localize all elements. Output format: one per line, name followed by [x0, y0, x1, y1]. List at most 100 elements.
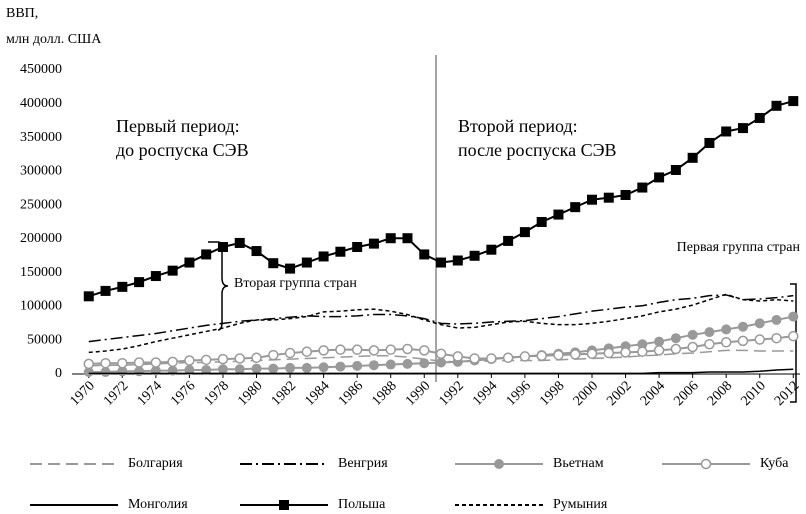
data-point: [419, 358, 430, 369]
y-tick-label: 450000: [20, 62, 62, 77]
y-axis-label: млн долл. США: [6, 32, 102, 47]
brace: [790, 283, 797, 403]
data-point: [737, 123, 748, 134]
data-point: [301, 362, 312, 373]
x-tick-label: 1994: [470, 378, 500, 408]
data-point: [721, 324, 732, 335]
x-tick-label: 1982: [269, 378, 299, 408]
y-tick-label: 50000: [27, 332, 62, 347]
y-axis-label: ВВП,: [6, 6, 38, 21]
data-point: [167, 356, 178, 368]
legend-marker: [279, 500, 289, 510]
data-point: [301, 346, 313, 357]
x-tick-label: 1976: [168, 378, 198, 408]
data-point: [754, 334, 765, 345]
y-tick-label: 100000: [20, 299, 62, 314]
data-point: [771, 100, 782, 111]
x-tick-label: 1980: [235, 378, 265, 408]
annotation: до роспуска СЭВ: [116, 140, 249, 160]
data-point: [704, 339, 715, 350]
data-point: [687, 341, 698, 353]
data-point: [217, 364, 228, 375]
data-point: [201, 364, 212, 375]
data-point: [436, 357, 447, 368]
data-point: [150, 357, 162, 368]
data-point: [234, 364, 245, 375]
data-point: [620, 189, 631, 200]
y-tick-label: 250000: [20, 197, 62, 212]
data-point: [352, 360, 363, 371]
data-point: [268, 258, 279, 269]
legend-label: Куба: [760, 456, 789, 471]
data-point: [83, 366, 94, 377]
data-point: [486, 244, 497, 255]
y-tick-label: 300000: [20, 164, 62, 179]
data-point: [653, 345, 665, 356]
data-point: [620, 347, 631, 358]
data-point: [603, 347, 615, 359]
data-point: [435, 348, 447, 359]
data-point: [402, 343, 413, 355]
x-tick-label: 1998: [537, 378, 567, 408]
data-point: [117, 357, 128, 369]
data-point: [452, 255, 463, 266]
x-tick-label: 2006: [671, 378, 701, 408]
legend-item: Куба: [662, 456, 789, 471]
y-tick-label: 200000: [20, 231, 62, 246]
data-point: [788, 311, 799, 322]
data-point: [368, 238, 379, 249]
data-point: [351, 344, 363, 355]
data-point: [83, 291, 94, 302]
y-tick-label: 0: [55, 366, 62, 381]
data-point: [184, 257, 195, 268]
legend-item: Вьетнам: [455, 456, 604, 471]
data-point: [788, 330, 799, 342]
x-tick-label: 2002: [604, 378, 634, 408]
data-point: [737, 321, 748, 332]
x-tick-label: 2010: [738, 378, 768, 408]
data-point: [553, 349, 564, 361]
data-point: [385, 359, 396, 370]
data-point: [368, 360, 379, 371]
annotation: Первая группа стран: [677, 240, 801, 255]
data-point: [285, 263, 296, 274]
data-point: [469, 250, 480, 261]
data-point: [251, 363, 262, 374]
data-point: [670, 343, 682, 355]
data-point: [436, 257, 447, 268]
data-point: [788, 96, 799, 107]
series-line: [88, 368, 794, 375]
x-tick-label: 1970: [67, 378, 97, 408]
data-point: [83, 358, 95, 370]
data-point: [754, 112, 765, 123]
legend-label: Монголия: [128, 497, 188, 512]
legend-item: Болгария: [30, 456, 183, 471]
data-point: [100, 366, 111, 377]
data-point: [268, 349, 279, 361]
series-line: [88, 294, 794, 343]
data-point: [200, 354, 212, 366]
data-point: [284, 347, 296, 359]
data-point: [100, 285, 111, 296]
data-point: [771, 332, 782, 344]
x-tick-label: 1974: [135, 378, 165, 408]
data-point: [167, 265, 178, 276]
legend-label: Венгрия: [338, 456, 388, 471]
data-point: [385, 233, 396, 244]
data-point: [670, 164, 681, 175]
x-tick-label: 1996: [504, 378, 534, 408]
data-point: [704, 137, 715, 148]
annotation: Вторая группа стран: [234, 276, 357, 291]
data-point: [687, 329, 698, 340]
data-point: [469, 353, 480, 364]
data-point: [603, 192, 614, 203]
data-point: [217, 241, 228, 252]
data-point: [637, 182, 648, 193]
x-tick-label: 1972: [101, 378, 131, 408]
data-point: [586, 348, 598, 359]
data-point: [184, 364, 195, 375]
data-point: [587, 194, 597, 205]
x-tick-label: 1992: [437, 378, 467, 408]
data-point: [553, 209, 564, 220]
